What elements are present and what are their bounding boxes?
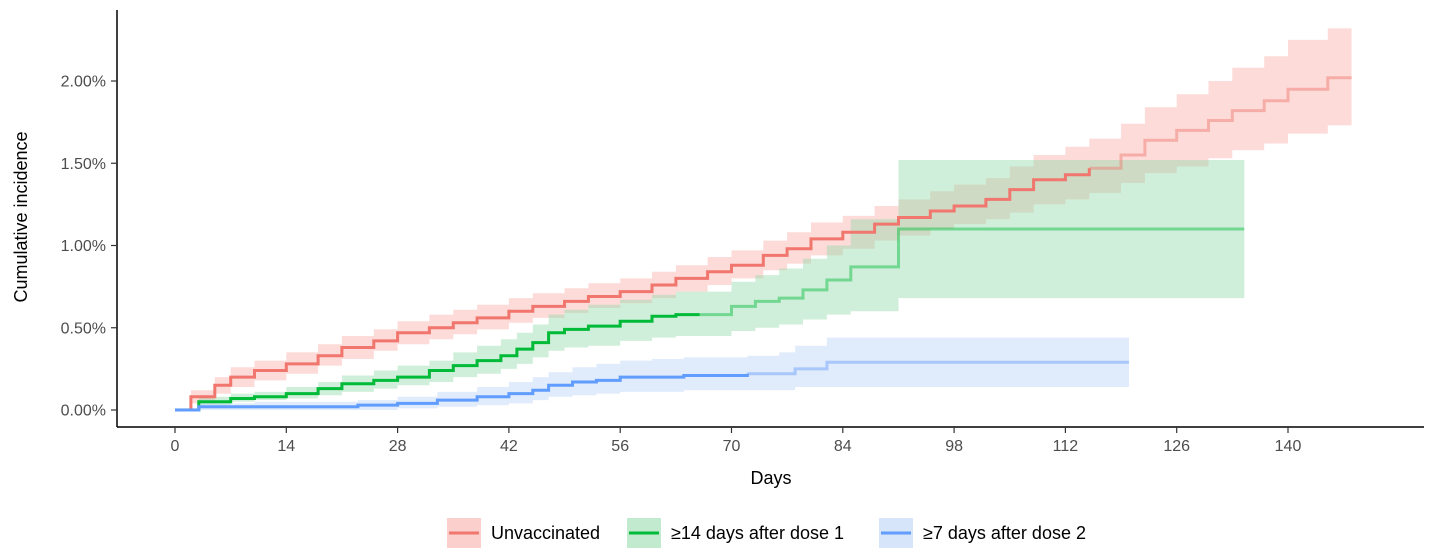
x-axis-ticks: 0 14 28 42 56 70 84 98 112 126 140 (171, 427, 1302, 455)
legend-item-dose1: ≥14 days after dose 1 (627, 518, 844, 548)
x-tick-label: 126 (1163, 438, 1190, 455)
line-unvaccinated-faded (1089, 76, 1352, 170)
y-tick-label: 1.50% (61, 156, 106, 173)
legend-label: ≥14 days after dose 1 (671, 523, 844, 543)
line-unvaccinated (175, 168, 1091, 412)
y-axis-ticks: 0.00% 0.50% 1.00% 1.50% 2.00% (61, 74, 117, 420)
x-tick-label: 28 (389, 438, 407, 455)
y-tick-label: 1.00% (61, 238, 106, 255)
legend-item-dose2: ≥7 days after dose 2 (879, 518, 1086, 548)
x-tick-label: 140 (1275, 438, 1302, 455)
y-tick-label: 0.00% (61, 403, 106, 420)
x-tick-label: 98 (945, 438, 963, 455)
x-axis-title: Days (750, 468, 791, 488)
axes: 0 14 28 42 56 70 84 98 112 126 140 0.00% 0.50% 1.00%… (61, 10, 1424, 455)
line-dose2-faded (747, 360, 1129, 376)
x-tick-label: 14 (277, 438, 295, 455)
x-tick-label: 0 (171, 438, 180, 455)
x-tick-label: 84 (834, 438, 852, 455)
band-unvaccinated (175, 28, 1352, 411)
legend-item-unvaccinated: Unvaccinated (447, 518, 600, 548)
x-tick-label: 42 (500, 438, 518, 455)
incidence-lines (175, 76, 1352, 412)
x-tick-label: 70 (723, 438, 741, 455)
y-axis-title: Cumulative incidence (11, 131, 31, 302)
confidence-bands (175, 28, 1352, 411)
legend-label: ≥7 days after dose 2 (923, 523, 1086, 543)
line-dose1 (175, 313, 700, 412)
x-tick-label: 56 (611, 438, 629, 455)
y-tick-label: 2.00% (61, 74, 106, 91)
line-dose2 (175, 373, 749, 412)
y-tick-label: 0.50% (61, 320, 106, 337)
band-dose2 (175, 337, 1129, 410)
legend-label: Unvaccinated (491, 523, 600, 543)
x-tick-label: 112 (1053, 438, 1079, 455)
legend: Unvaccinated ≥14 days after dose 1 ≥7 days… (447, 518, 1086, 548)
band-dose1 (175, 160, 1245, 410)
line-dose1-faded (699, 227, 1245, 317)
